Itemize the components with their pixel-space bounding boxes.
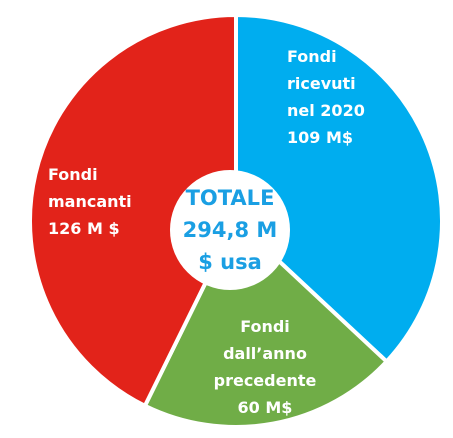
center-text-line: 294,8 M xyxy=(183,218,278,242)
center-text: TOTALE 294,8 M $ usa xyxy=(183,186,278,274)
slice-label-line: Fondi xyxy=(287,47,337,66)
center-hole xyxy=(170,170,290,290)
slice-label-line: Fondi xyxy=(48,165,98,184)
slice-label: Fondi dall’anno precedente 60 M$ xyxy=(214,317,317,417)
slice-value-label: 126 M $ xyxy=(48,219,120,238)
slice-label: Fondi ricevuti nel 2020 109 M$ xyxy=(287,47,365,147)
slice-label-line: Fondi xyxy=(240,317,290,336)
slice-label-line: nel 2020 xyxy=(287,101,365,120)
slice-value-label: 60 M$ xyxy=(238,398,293,417)
pie-slice xyxy=(142,217,390,429)
slice-value-label: 109 M$ xyxy=(287,128,353,147)
center-text-line: $ usa xyxy=(198,250,262,274)
slice-label: Fondi mancanti 126 M $ xyxy=(48,165,132,238)
slice-label-line: dall’anno xyxy=(223,344,307,363)
slice-label-line: mancanti xyxy=(48,192,132,211)
slice-label-line: precedente xyxy=(214,371,317,390)
pie-slice xyxy=(28,12,238,409)
center-text-line: TOTALE xyxy=(186,186,275,210)
pie-slice xyxy=(234,12,444,365)
slice-label-line: ricevuti xyxy=(287,74,356,93)
